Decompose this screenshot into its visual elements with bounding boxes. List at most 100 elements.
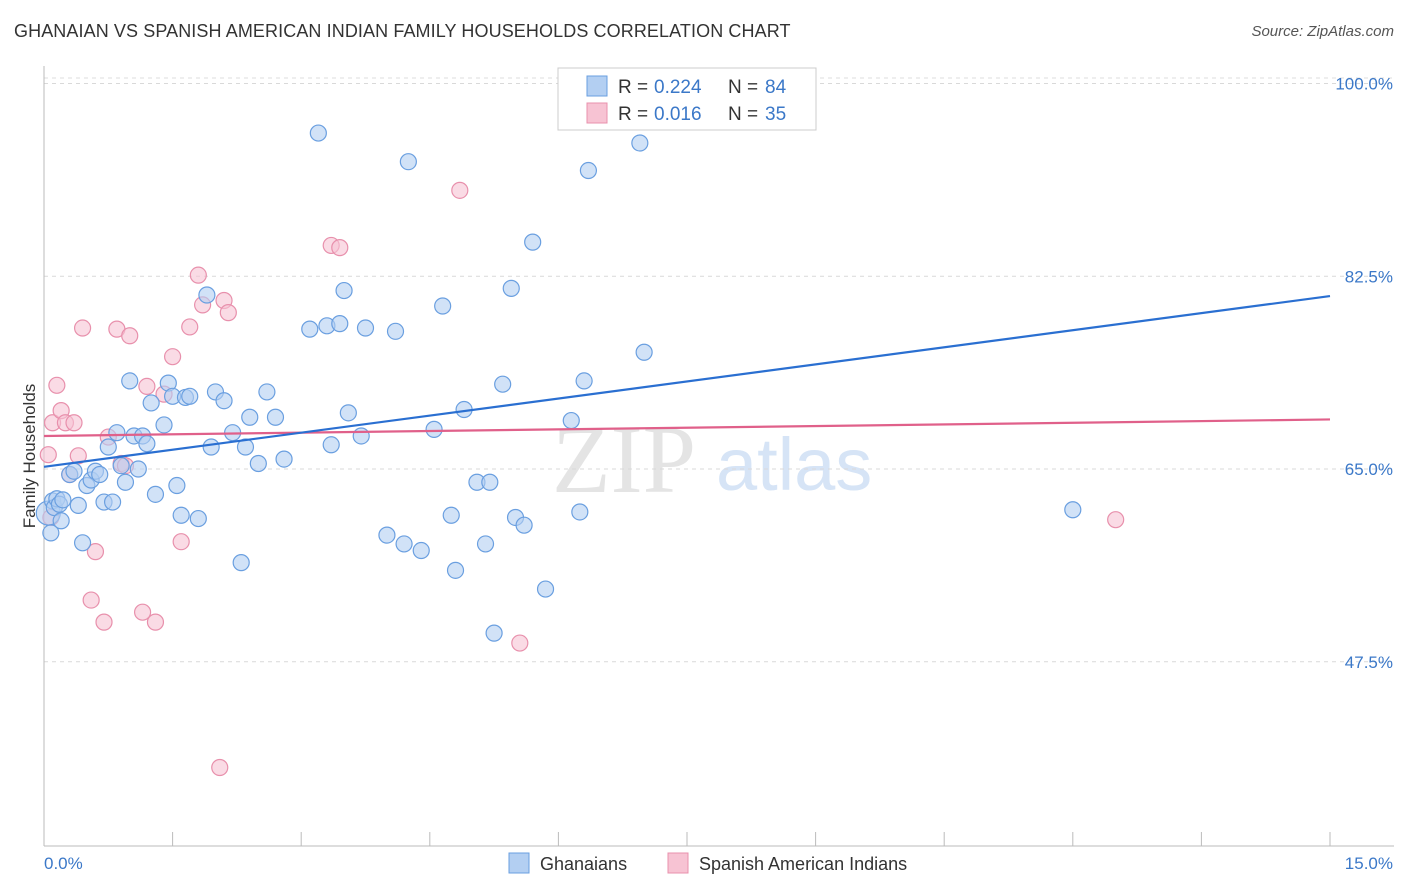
data-point xyxy=(138,377,156,396)
data-point xyxy=(575,372,593,390)
y-gridlines xyxy=(44,77,1394,663)
data-point xyxy=(309,124,327,142)
data-point xyxy=(211,758,229,777)
y-tick-label: 82.5% xyxy=(1345,267,1393,286)
legend-n-value-pink: 35 xyxy=(765,104,786,125)
data-point xyxy=(356,319,375,337)
data-point xyxy=(331,239,349,257)
data-point xyxy=(116,473,135,491)
data-point xyxy=(494,375,512,393)
legend-n-label-blue: N = xyxy=(728,77,758,98)
trend-line-spanish-american-indians xyxy=(43,418,1331,438)
watermark-atlas: atlas xyxy=(716,423,872,506)
trend-lines xyxy=(43,294,1331,468)
legend-swatch-spanish-american-indians xyxy=(667,852,689,874)
data-point xyxy=(266,408,285,426)
legend-swatch-ghanaians xyxy=(508,852,530,874)
data-point xyxy=(425,420,443,438)
watermark: ZIP atlas xyxy=(552,406,872,513)
data-point xyxy=(198,286,216,304)
data-point xyxy=(562,411,580,430)
legend-swatch-pink xyxy=(586,102,608,124)
data-point xyxy=(133,603,152,621)
data-point xyxy=(52,512,70,530)
chart-title: GHANAIAN VS SPANISH AMERICAN INDIAN FAMI… xyxy=(14,21,791,41)
data-point xyxy=(82,591,100,609)
data-point xyxy=(571,503,589,521)
data-point xyxy=(65,414,83,432)
legend-r-label-blue: R = xyxy=(618,77,648,98)
y-axis-label: Family Households xyxy=(20,384,39,529)
data-point xyxy=(631,134,649,152)
data-point xyxy=(476,535,495,553)
data-point xyxy=(352,427,370,445)
legend-label-ghanaians: Ghanaians xyxy=(540,854,627,874)
data-point xyxy=(73,319,92,337)
series-spanish-american-indians-points xyxy=(39,181,1125,777)
data-point xyxy=(202,438,220,456)
series-legend: Ghanaians Spanish American Indians xyxy=(508,852,907,874)
data-point xyxy=(335,281,353,300)
data-point xyxy=(1064,501,1082,519)
data-point xyxy=(146,613,165,631)
series-ghanaians-points xyxy=(35,124,1082,642)
y-tick-label: 47.5% xyxy=(1345,653,1393,672)
y-tick-label: 100.0% xyxy=(1335,75,1393,94)
data-point xyxy=(65,462,83,480)
data-point xyxy=(395,535,413,553)
data-point xyxy=(485,624,503,642)
data-point xyxy=(129,460,147,478)
data-point xyxy=(155,416,173,434)
data-point xyxy=(181,387,199,405)
data-point xyxy=(95,613,113,631)
data-point xyxy=(322,436,340,454)
data-point xyxy=(112,457,130,475)
correlation-legend: R = 0.224 N = 84 R = 0.016 N = 35 xyxy=(557,67,817,131)
x-axis-ticks xyxy=(43,832,1331,846)
legend-n-label-pink: N = xyxy=(728,104,758,125)
data-point xyxy=(172,506,190,524)
data-point xyxy=(524,233,542,251)
data-point xyxy=(189,266,207,284)
source-credit: Source: ZipAtlas.com xyxy=(1251,23,1394,40)
data-point xyxy=(339,404,357,422)
data-point xyxy=(164,348,182,366)
data-point xyxy=(1107,511,1125,529)
x-tick-label-max: 15.0% xyxy=(1345,854,1393,873)
data-point xyxy=(99,438,117,456)
legend-r-label-pink: R = xyxy=(618,104,648,125)
data-point xyxy=(138,435,156,453)
data-point xyxy=(515,516,533,534)
data-point xyxy=(73,534,92,552)
data-point xyxy=(91,465,109,484)
data-point xyxy=(54,491,72,509)
data-point xyxy=(378,526,396,544)
data-point xyxy=(451,181,469,199)
legend-n-value-blue: 84 xyxy=(765,77,787,98)
data-point xyxy=(86,543,105,561)
data-point xyxy=(168,476,186,495)
data-point xyxy=(386,322,405,340)
x-tick-label-min: 0.0% xyxy=(44,854,83,873)
data-point xyxy=(481,473,499,491)
data-point xyxy=(635,343,653,361)
data-point xyxy=(48,376,66,394)
data-point xyxy=(42,524,60,542)
y-tick-label: 65.0% xyxy=(1345,460,1393,479)
data-point xyxy=(172,533,190,551)
data-point xyxy=(258,383,276,401)
data-point xyxy=(301,320,319,338)
data-point xyxy=(215,392,233,410)
data-point xyxy=(412,541,430,560)
data-point xyxy=(275,450,293,468)
data-point xyxy=(146,485,165,503)
data-point xyxy=(121,327,139,345)
data-point xyxy=(331,315,349,333)
data-point xyxy=(536,580,555,598)
legend-r-value-pink: 0.016 xyxy=(654,104,702,125)
data-point xyxy=(181,318,199,336)
data-point xyxy=(446,561,465,579)
data-point xyxy=(121,372,139,390)
legend-label-spanish-american-indians: Spanish American Indians xyxy=(699,854,907,874)
